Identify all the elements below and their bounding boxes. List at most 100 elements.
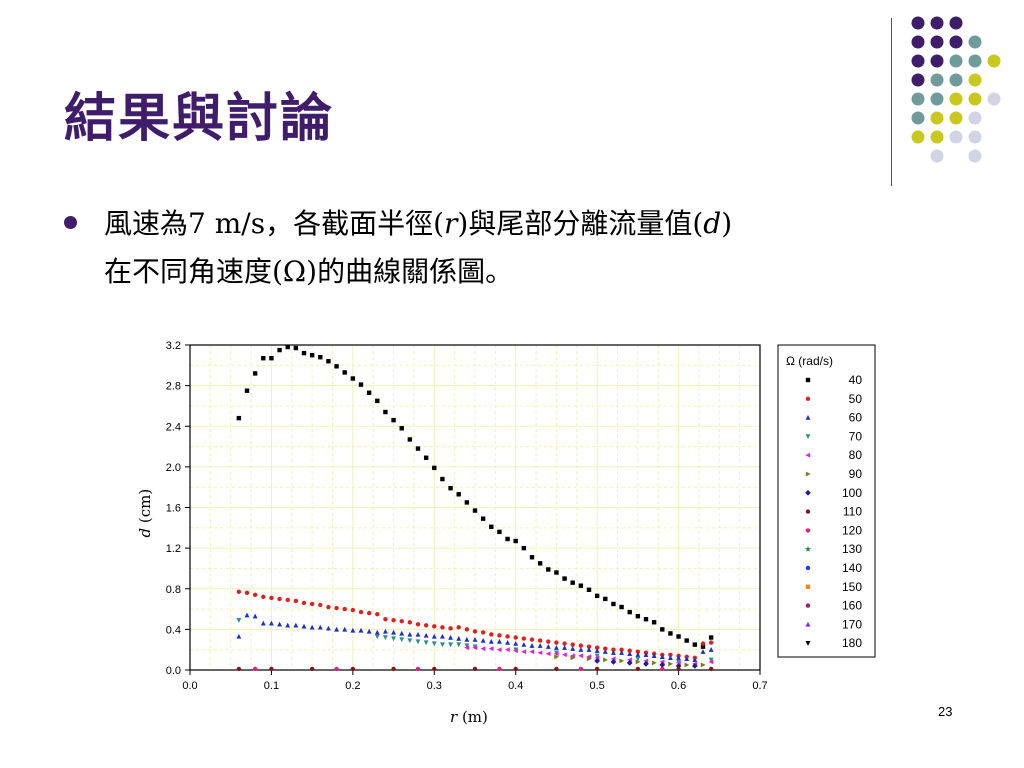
- y-tick-label: 0.0: [166, 665, 181, 677]
- series-100: [594, 657, 698, 669]
- data-point: [505, 536, 510, 542]
- decor-dot: [911, 111, 925, 125]
- data-point: [277, 347, 282, 353]
- data-point: [708, 657, 714, 663]
- y-tick-label: 2.0: [166, 462, 181, 474]
- data-point: [415, 639, 421, 645]
- data-point: [676, 655, 681, 661]
- data-point: [651, 653, 657, 658]
- data-point: [611, 601, 616, 607]
- data-point: [602, 649, 608, 654]
- x-tick-label: 0.5: [589, 680, 604, 692]
- data-point: [399, 619, 404, 624]
- data-point: [546, 639, 551, 644]
- data-point: [513, 635, 518, 640]
- decor-dot: [968, 35, 982, 49]
- legend-title: Ω (rad/s): [786, 354, 833, 368]
- data-point: [366, 610, 372, 616]
- decor-dot: [968, 92, 982, 106]
- decor-dot: [968, 54, 982, 68]
- data-point: [488, 638, 494, 644]
- decor-dot: [968, 130, 982, 144]
- legend-label: 60: [849, 411, 863, 425]
- data-point: [554, 640, 559, 645]
- data-point: [586, 647, 592, 652]
- bullet-seg-3: ): [721, 207, 733, 240]
- legend-marker: [805, 396, 811, 401]
- legend-marker: [805, 641, 811, 646]
- data-point: [415, 631, 421, 637]
- bullet-seg-2: )與尾部分離流量值(: [457, 207, 704, 240]
- data-point: [358, 382, 364, 387]
- legend: Ω (rad/s) 40 50 60 70 80 90 100 110 120 130 140 150 1…: [777, 344, 876, 658]
- data-point: [269, 620, 274, 626]
- decor-dot: [930, 149, 944, 163]
- y-tick-label: 1.6: [166, 503, 181, 515]
- data-point: [350, 666, 356, 672]
- y-tick-label: 2.4: [166, 421, 181, 433]
- data-point: [407, 631, 413, 637]
- data-point: [668, 661, 674, 667]
- data-point: [513, 666, 518, 672]
- data-point: [643, 617, 649, 622]
- data-point: [554, 666, 559, 672]
- x-tick-label: 0.1: [264, 680, 279, 692]
- decor-dot: [949, 130, 963, 144]
- decor-dot: [930, 73, 944, 87]
- data-point: [309, 352, 315, 358]
- data-point: [562, 645, 567, 650]
- data-point: [708, 647, 714, 652]
- data-point: [513, 640, 519, 646]
- data-point: [611, 647, 616, 652]
- bullet-line-2: 在不同角速度(Ω)的曲線關係圖。: [104, 255, 514, 288]
- data-point: [236, 633, 242, 639]
- data-point: [660, 627, 665, 632]
- data-point: [488, 646, 494, 652]
- data-point: [497, 638, 502, 644]
- data-point: [521, 641, 527, 647]
- data-point: [399, 630, 405, 636]
- data-point: [619, 647, 624, 652]
- data-point: [546, 567, 551, 572]
- data-point: [480, 646, 486, 652]
- data-point: [456, 642, 462, 648]
- data-point: [708, 659, 714, 665]
- legend-marker: [805, 565, 811, 571]
- data-point: [374, 634, 380, 640]
- data-point: [578, 647, 584, 652]
- data-point: [489, 524, 494, 529]
- decor-dot: [930, 16, 944, 30]
- data-point: [554, 654, 560, 660]
- data-point: [537, 638, 543, 643]
- data-point: [659, 654, 665, 659]
- y-tick-label: 0.8: [166, 584, 181, 596]
- data-point: [570, 646, 576, 651]
- legend-marker: [805, 603, 811, 608]
- decor-dot: [949, 111, 963, 125]
- legend-marker: [805, 584, 811, 589]
- data-point: [399, 637, 405, 643]
- data-point: [317, 624, 323, 630]
- data-point: [464, 636, 470, 642]
- data-point: [366, 390, 372, 395]
- data-point: [358, 627, 364, 633]
- data-point: [691, 663, 698, 669]
- data-point: [651, 660, 657, 666]
- data-point: [529, 637, 535, 642]
- data-point: [668, 652, 673, 657]
- decor-dot: [911, 73, 925, 87]
- data-point: [472, 636, 478, 642]
- data-point: [480, 630, 486, 635]
- legend-marker: [805, 546, 811, 552]
- data-point: [594, 645, 600, 650]
- data-point: [553, 651, 559, 657]
- data-point: [489, 632, 494, 637]
- y-axis-unit: (cm): [136, 489, 154, 528]
- data-point: [692, 642, 698, 647]
- data-point: [285, 344, 290, 350]
- data-point: [252, 592, 258, 598]
- data-point: [586, 587, 592, 592]
- data-point: [627, 609, 632, 615]
- y-tick-label: 0.4: [166, 624, 181, 636]
